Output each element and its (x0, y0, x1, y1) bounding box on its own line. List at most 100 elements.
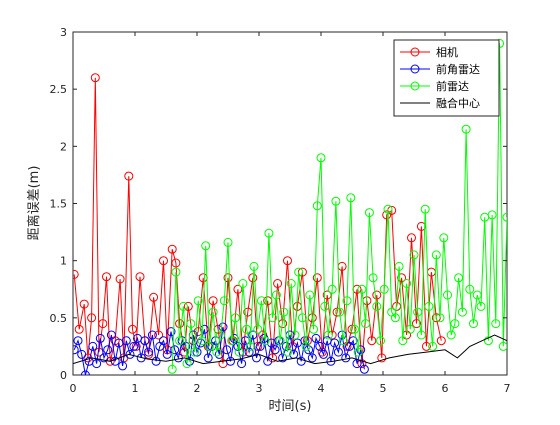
data-point (348, 336, 358, 346)
data-point (461, 124, 471, 134)
data-point (330, 338, 340, 348)
data-point (398, 336, 408, 346)
data-point (379, 284, 389, 294)
data-point (140, 336, 150, 346)
x-tick-label: 0 (70, 382, 77, 395)
data-point (92, 359, 102, 369)
data-point (73, 269, 79, 279)
data-point (196, 338, 206, 348)
axis-ticks: 0 1 2 3 4 5 6 7 0 0.5 1 1.5 2 2.5 3 (50, 26, 511, 395)
data-point (257, 296, 266, 306)
data-point (428, 341, 438, 351)
legend-label: 前雷达 (436, 79, 469, 93)
data-point (405, 324, 415, 334)
data-point (74, 324, 84, 334)
data-point (359, 364, 369, 374)
data-point (118, 361, 128, 371)
y-tick-label: 2 (60, 140, 67, 153)
data-point (377, 353, 387, 363)
data-point (446, 330, 456, 340)
data-point (317, 347, 327, 357)
data-point (242, 324, 252, 334)
data-point (175, 319, 185, 329)
data-point (409, 250, 419, 260)
data-point (244, 347, 254, 357)
data-point (222, 345, 232, 355)
data-point (125, 349, 135, 359)
data-point (469, 319, 478, 329)
data-point (230, 313, 240, 323)
data-point (227, 336, 237, 346)
data-point (115, 274, 125, 284)
data-point (255, 341, 265, 351)
data-point (436, 336, 446, 346)
data-point (305, 290, 315, 300)
data-point (420, 204, 430, 214)
data-point (159, 336, 168, 346)
data-point (253, 341, 263, 351)
data-point (190, 347, 199, 357)
data-point (128, 324, 137, 334)
data-point (424, 301, 434, 311)
data-point (183, 301, 193, 311)
data-point (312, 201, 322, 211)
data-point (502, 212, 507, 222)
data-point (259, 333, 269, 343)
x-tick-label: 2 (194, 382, 201, 395)
data-point (99, 353, 109, 363)
data-point (302, 336, 312, 346)
data-point (346, 193, 356, 203)
data-point (319, 349, 328, 359)
data-point (275, 336, 285, 346)
data-point (264, 228, 274, 238)
data-point (121, 336, 131, 346)
data-point (154, 330, 164, 340)
data-point (397, 273, 407, 283)
data-point (124, 171, 134, 181)
data-point (171, 267, 181, 277)
series-layer (73, 38, 507, 375)
data-point (204, 341, 214, 351)
data-point (457, 307, 467, 317)
y-tick-label: 0 (60, 369, 67, 382)
data-point (103, 345, 113, 355)
data-point (283, 256, 292, 266)
data-point (223, 273, 233, 283)
legend-label: 融合中心 (436, 96, 480, 110)
data-point (223, 237, 233, 247)
data-point (166, 327, 176, 337)
data-point (144, 347, 154, 357)
series-3 (167, 38, 507, 374)
data-point (290, 330, 300, 340)
data-point (218, 322, 228, 332)
data-point (213, 324, 223, 334)
data-point (151, 356, 161, 366)
legend-marker (410, 81, 420, 91)
data-point (283, 347, 292, 357)
data-point (226, 356, 235, 366)
data-point (197, 336, 207, 346)
data-point (322, 290, 332, 300)
data-point (338, 336, 348, 346)
data-point (186, 319, 196, 329)
data-point (382, 210, 392, 220)
series-line (73, 334, 507, 365)
data-point (253, 324, 263, 334)
data-point (301, 341, 311, 351)
data-point (175, 336, 185, 346)
x-tick-label: 5 (380, 382, 387, 395)
data-point (316, 153, 326, 163)
legend-marker (410, 47, 420, 57)
y-tick-label: 1 (60, 255, 67, 268)
legend-label: 前角雷达 (436, 62, 480, 76)
data-point (171, 258, 181, 268)
data-point (323, 330, 333, 340)
y-tick-label: 2.5 (50, 83, 68, 96)
data-point (390, 313, 400, 323)
data-point (90, 73, 100, 83)
data-point (315, 341, 325, 351)
data-point (95, 333, 105, 343)
data-point (431, 250, 441, 260)
